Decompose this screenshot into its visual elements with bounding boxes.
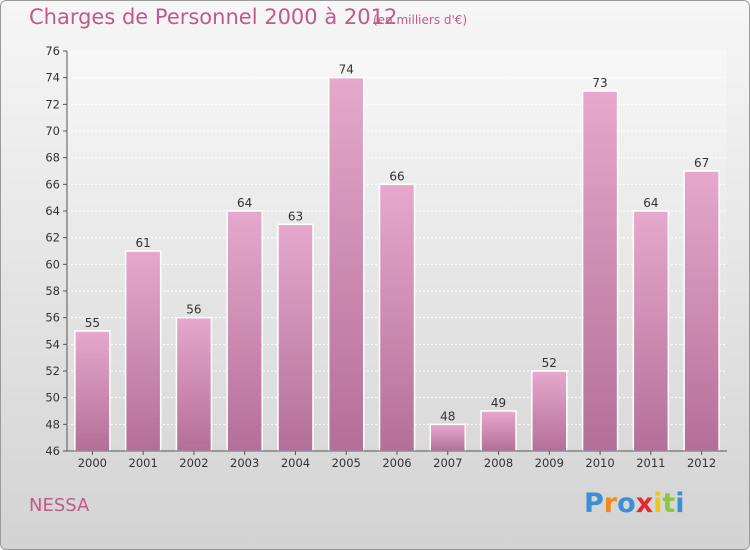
- data-label-2012: 67: [694, 156, 709, 170]
- x-tick-label: 2008: [484, 456, 513, 470]
- data-label-2009: 52: [542, 356, 557, 370]
- logo-letter: t: [662, 488, 676, 519]
- bars: 55 61 56 64 63 74 66 48 49 52 73 64 67: [74, 63, 720, 452]
- y-tick-label: 64: [45, 204, 60, 218]
- x-tick-label: 2011: [636, 456, 665, 470]
- data-label-2000: 55: [85, 316, 100, 330]
- y-tick-label: 72: [45, 97, 60, 111]
- bar-2005: [327, 76, 365, 452]
- bar-2000: [74, 330, 111, 452]
- y-tick-label: 66: [45, 177, 60, 191]
- data-label-2001: 61: [136, 236, 151, 250]
- bar-2012: [683, 170, 720, 452]
- y-tick-label: 52: [45, 364, 60, 378]
- data-label-2008: 49: [491, 396, 506, 410]
- y-tick-label: 46: [45, 444, 60, 458]
- data-label-2011: 64: [643, 196, 658, 210]
- bar-2007: [429, 423, 467, 452]
- data-label-2004: 63: [288, 209, 303, 223]
- logo-letter: x: [635, 488, 654, 519]
- y-tick-label: 76: [45, 44, 60, 58]
- data-label-2007: 48: [440, 409, 455, 423]
- bar-2008: [480, 410, 517, 452]
- chart-title: Charges de Personnel 2000 à 2012: [29, 5, 398, 29]
- bar-2009: [531, 370, 568, 452]
- y-tick-label: 62: [45, 231, 60, 245]
- y-tick-label: 58: [45, 284, 60, 298]
- y-tick-label: 50: [45, 391, 60, 405]
- x-tick-label: 2002: [179, 456, 208, 470]
- commune-name: NESSA: [29, 495, 90, 516]
- x-tick-label: 2012: [687, 456, 716, 470]
- bar-2003: [226, 210, 263, 452]
- x-tick-label: 2005: [332, 456, 361, 470]
- y-tick-label: 60: [45, 257, 60, 271]
- data-label-2002: 56: [186, 303, 201, 317]
- data-label-2005: 74: [339, 63, 354, 77]
- logo-letter: r: [603, 488, 618, 519]
- bar-2010: [581, 90, 619, 452]
- logo-letter: P: [584, 488, 604, 519]
- data-label-2010: 73: [592, 76, 607, 90]
- bar-2006: [378, 183, 416, 452]
- y-tick-label: 74: [45, 71, 60, 85]
- data-label-2003: 64: [237, 196, 252, 210]
- x-tick-label: 2009: [535, 456, 564, 470]
- x-tick-label: 2000: [78, 456, 107, 470]
- y-tick-labels: 46 48 50 52 54 56 58 60 62 64 66 68 70 72 74 76: [45, 44, 67, 458]
- data-label-2006: 66: [389, 169, 404, 183]
- chart-subtitle: (en milliers d'€): [373, 13, 468, 27]
- x-tick-label: 2003: [230, 456, 259, 470]
- proxiti-logo: Proxiti: [584, 488, 685, 519]
- x-tick-label: 2010: [585, 456, 614, 470]
- x-tick-label: 2004: [281, 456, 310, 470]
- x-tick-labels: 2000 2001 2002 2003 2004 2005 2006 2007 2008 2009…: [78, 451, 716, 470]
- y-tick-label: 70: [45, 124, 60, 138]
- x-tick-label: 2001: [129, 456, 158, 470]
- logo-letter: i: [653, 488, 663, 519]
- bar-2011: [632, 210, 670, 452]
- y-tick-label: 54: [45, 337, 60, 351]
- bar-2004: [277, 223, 314, 452]
- bar-2002: [175, 316, 213, 452]
- x-tick-label: 2007: [433, 456, 462, 470]
- logo-letter: o: [617, 488, 636, 519]
- y-tick-label: 68: [45, 151, 60, 165]
- bar-2001: [124, 250, 162, 452]
- y-tick-label: 48: [45, 417, 60, 431]
- y-tick-label: 56: [45, 311, 60, 325]
- x-tick-label: 2006: [382, 456, 411, 470]
- logo-letter: i: [675, 488, 685, 519]
